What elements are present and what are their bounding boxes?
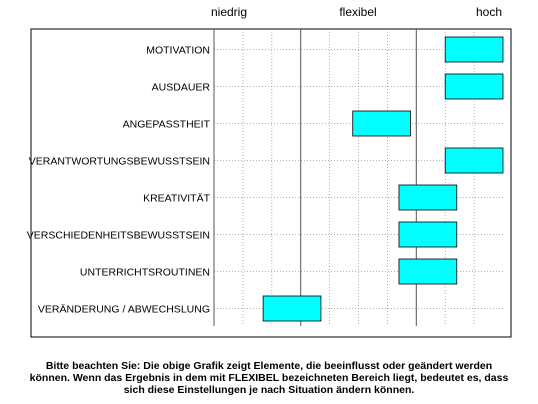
range-bar [444, 36, 504, 63]
footnote-line-2: können. Wenn das Ergebnis in dem mit FLE… [29, 372, 509, 384]
category-label: VERÄNDERUNG / ABWECHSLUNG [38, 304, 210, 316]
range-bar [352, 110, 411, 137]
scale-label: flexibel [339, 5, 376, 19]
category-label: KREATIVITÄT [143, 193, 210, 205]
range-bar [444, 147, 504, 174]
chart-frame [30, 28, 512, 338]
category-label: UNTERRICHTSROUTINEN [80, 267, 210, 279]
category-label: VERANTWORTUNGSBEWUSSTSEIN [29, 156, 210, 168]
range-bar [398, 258, 458, 285]
range-bar [398, 221, 458, 248]
footnote-line-1: Bitte beachten Sie: Die obige Grafik zei… [45, 360, 493, 372]
category-label: MOTIVATION [146, 45, 210, 57]
range-bar [398, 184, 458, 211]
category-label: AUSDAUER [152, 82, 211, 94]
category-label: VERSCHIEDENHEITSBEWUSSTSEIN [27, 230, 210, 242]
category-label: ANGEPASSTHEIT [123, 119, 211, 131]
scale-label: niedrig [211, 5, 247, 19]
range-bar [262, 295, 322, 322]
footnote: Bitte beachten Sie: Die obige Grafik zei… [0, 360, 538, 396]
footnote-line-3: sich diese Einstellungen je nach Situati… [123, 384, 415, 396]
scale-label: hoch [476, 5, 502, 19]
range-bar [444, 73, 504, 100]
